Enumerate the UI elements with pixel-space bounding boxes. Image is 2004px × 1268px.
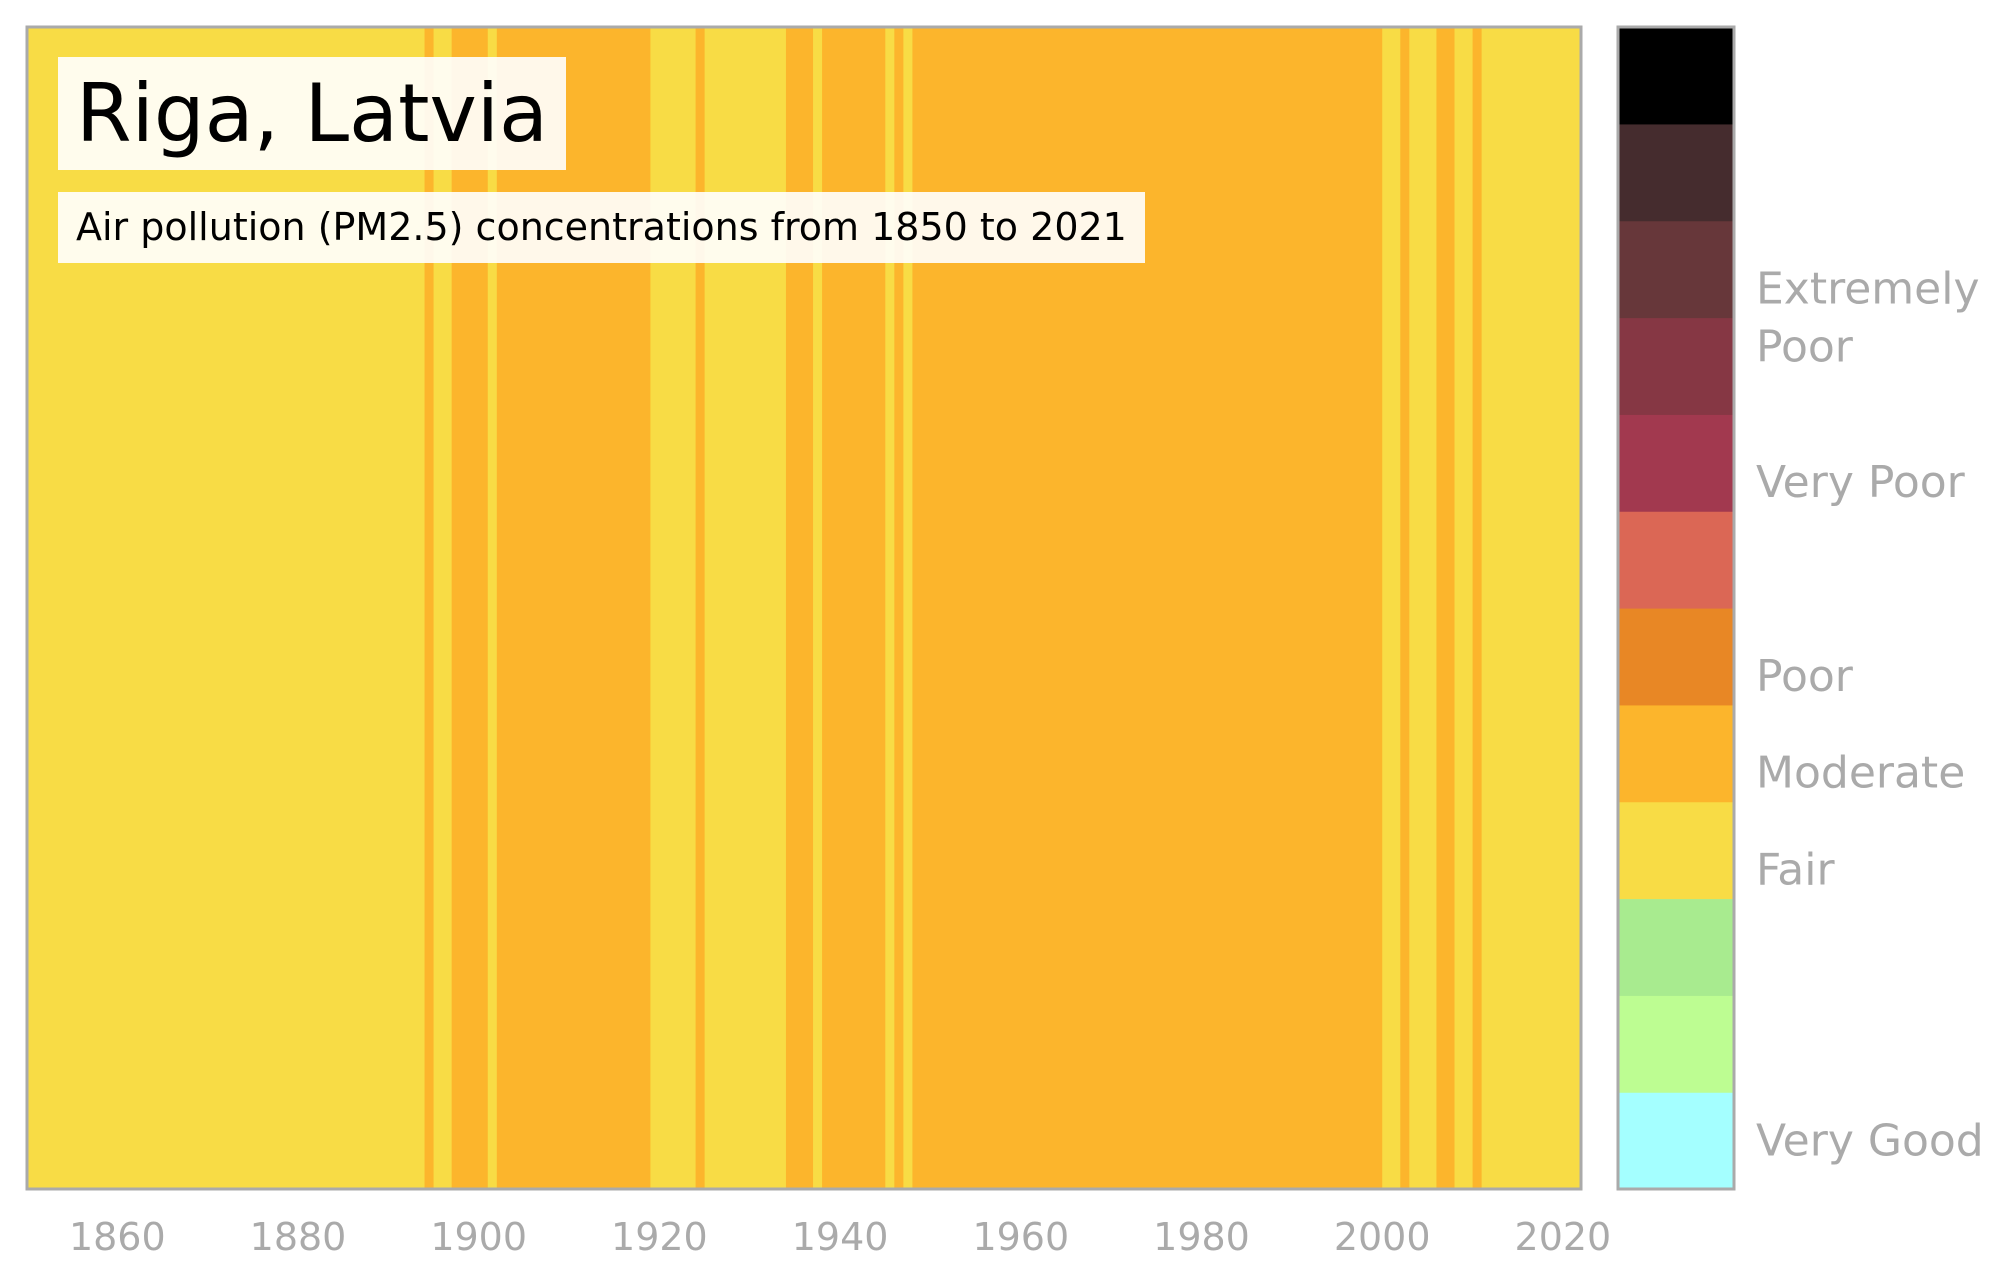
stripe-1895-1896 <box>433 27 453 1189</box>
colorbar <box>1618 27 1734 1190</box>
stripe-1901-1901 <box>487 27 498 1189</box>
colorbar-frame <box>1616 25 1736 1191</box>
colorbar-segment-4 <box>1618 704 1734 803</box>
x-axis: 1860 1880 1900 1920 1940 1960 1980 2000 2020 <box>69 1215 1611 1259</box>
stripe-2000-2001 <box>1382 27 1401 1189</box>
colorbar-segment-9 <box>1618 220 1734 319</box>
colorbar-label-moderate-2: Moderate <box>1756 748 1965 799</box>
colorbar-segment-5 <box>1618 608 1734 706</box>
x-tick-label-1920: 1920 <box>611 1215 708 1259</box>
colorbar-segment-8 <box>1618 317 1734 415</box>
colorbar-label-poor-3: Poor <box>1756 651 1854 702</box>
colorbar-segment-3 <box>1618 801 1734 900</box>
x-tick-label-1880: 1880 <box>250 1215 347 1259</box>
x-tick-label-1940: 1940 <box>792 1215 889 1259</box>
x-tick-label-2000: 2000 <box>1334 1215 1431 1259</box>
colorbar-label-very-poor-4: Very Poor <box>1756 457 1966 508</box>
stripe-1946-1946 <box>894 27 904 1189</box>
stripe-2010-2010 <box>1472 27 1483 1189</box>
chart-subtitle: Air pollution (PM2.5) concentrations fro… <box>58 192 1145 263</box>
stripe-1947-1947 <box>903 27 914 1189</box>
colorbar-segment-1 <box>1618 995 1734 1093</box>
colorbar-label-fair-1: Fair <box>1756 845 1835 896</box>
colorbar-label-poor-6: Poor <box>1756 322 1854 373</box>
plot-frame <box>25 25 1583 1191</box>
colorbar-labels: Very Good Fair Moderate Poor Very Poor Extrem… <box>1756 263 1984 1166</box>
stripe-1924-1924 <box>695 27 706 1189</box>
x-tick-label-2020: 2020 <box>1515 1215 1612 1259</box>
colorbar-segment-2 <box>1618 898 1734 996</box>
colorbar-segment-10 <box>1618 123 1734 222</box>
x-tick-label-1960: 1960 <box>972 1215 1069 1259</box>
stripe-2008-2009 <box>1454 27 1474 1189</box>
chart-title: Riga, Latvia <box>58 57 567 170</box>
colorbar-segment-11 <box>1618 27 1734 125</box>
colorbar-label-extremely-5: Extremely <box>1756 263 1979 314</box>
colorbar-segment-6 <box>1618 511 1734 609</box>
colorbar-label-very-good-0: Very Good <box>1756 1116 1984 1167</box>
stripe-2003-2005 <box>1409 27 1438 1189</box>
x-tick-label-1900: 1900 <box>430 1215 527 1259</box>
stripe-2002-2002 <box>1400 27 1410 1189</box>
x-tick-label-1860: 1860 <box>69 1215 166 1259</box>
stripe-1945-1945 <box>885 27 895 1189</box>
colorbar-segment-7 <box>1618 414 1734 512</box>
stripe-1937-1937 <box>813 27 823 1189</box>
stripe-2006-2007 <box>1436 27 1456 1189</box>
colorbar-segment-0 <box>1618 1092 1734 1190</box>
stripe-2011-2021 <box>1481 27 1582 1189</box>
stripe-1894-1894 <box>424 27 435 1189</box>
x-tick-label-1980: 1980 <box>1153 1215 1250 1259</box>
